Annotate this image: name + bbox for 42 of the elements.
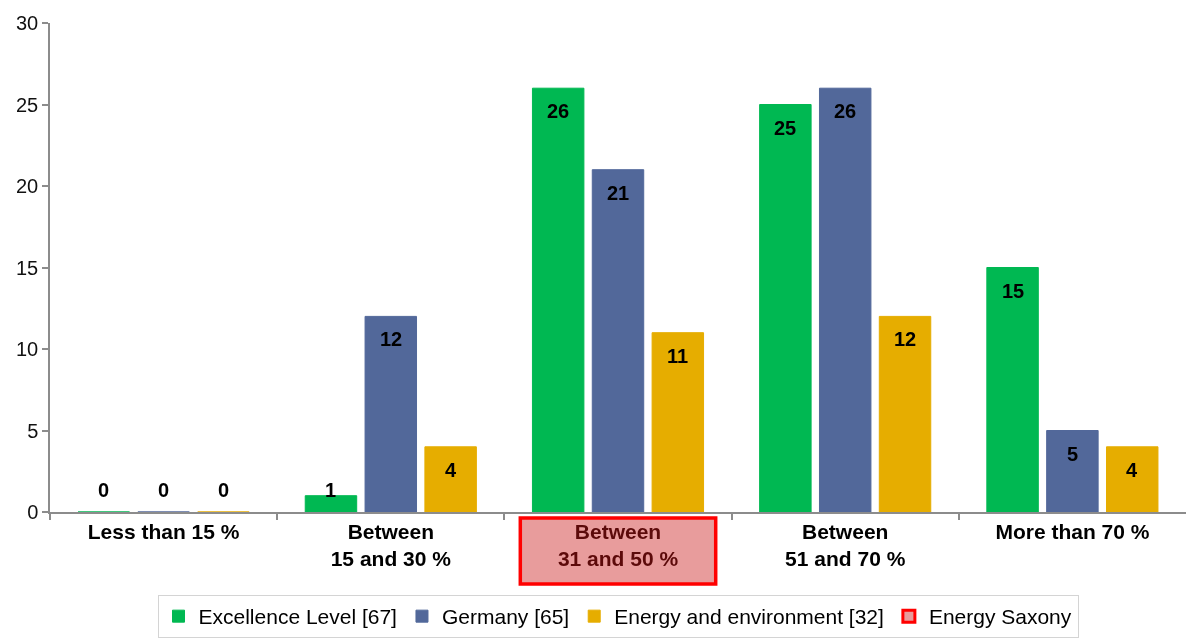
bar: [986, 267, 1039, 512]
bar: [1106, 446, 1159, 512]
data-label: 5: [1067, 443, 1079, 465]
legend-label: Excellence Level [67]: [198, 605, 397, 629]
data-label: 12: [894, 328, 917, 350]
x-tick-label: Between 15 and 30 %: [330, 519, 452, 571]
data-label: 4: [445, 459, 457, 481]
data-label: 12: [380, 328, 403, 350]
legend-label: Germany [65]: [441, 605, 570, 629]
bar: [424, 446, 477, 512]
x-tick-label: Between 31 and 50 %: [557, 519, 679, 571]
legend-label: Energy and environment [32]: [614, 605, 884, 629]
x-tick-label: Between 51 and 70 %: [785, 519, 906, 571]
y-tick-label: 15: [16, 256, 39, 279]
bar: [651, 332, 705, 512]
y-tick-label: 0: [27, 501, 39, 523]
data-label: 21: [607, 182, 630, 204]
x-tick-label: Less than 15 %: [87, 519, 240, 543]
y-tick-label: 30: [16, 12, 39, 34]
bar: [304, 495, 358, 512]
bar: [1046, 430, 1099, 512]
y-tick-label: 5: [27, 419, 39, 442]
bar: [364, 315, 418, 512]
data-label: 4: [1126, 459, 1138, 481]
data-label: 0: [158, 479, 170, 501]
bar: [531, 87, 585, 512]
data-label: 11: [667, 345, 689, 367]
data-label: 26: [834, 100, 857, 122]
bar: [818, 87, 872, 512]
x-tick-label: More than 70 %: [995, 519, 1150, 543]
bar: [878, 315, 932, 512]
y-tick-label: 20: [16, 175, 39, 197]
data-label: 25: [774, 117, 797, 139]
text: Energy Saxony: [928, 605, 1072, 629]
data-label: 26: [547, 100, 570, 122]
bar: [759, 104, 812, 512]
y-tick-label: 25: [16, 93, 39, 116]
data-label: 15: [1002, 280, 1025, 302]
bar: [591, 169, 645, 512]
data-label: 0: [218, 479, 230, 501]
y-tick-label: 10: [16, 338, 39, 360]
data-label: 0: [98, 479, 110, 501]
